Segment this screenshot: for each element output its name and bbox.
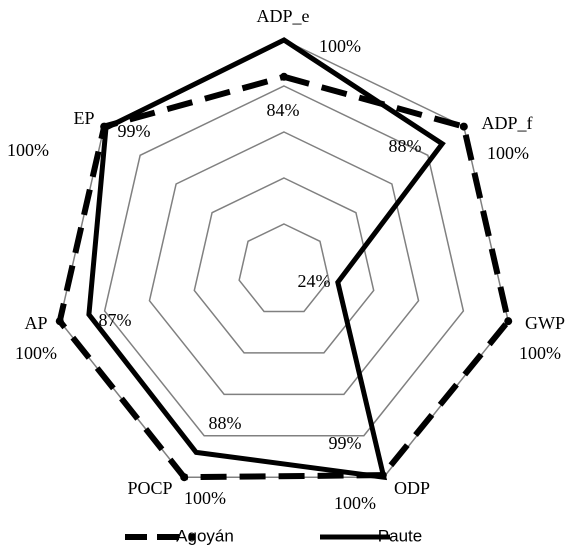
legend-label: Paute (378, 526, 422, 545)
value-label: 100% (15, 343, 57, 363)
value-label: 100% (319, 36, 361, 56)
value-label: 100% (7, 140, 49, 160)
category-label: ADP_e (257, 6, 310, 26)
grid-ring (148, 131, 420, 396)
value-label: 87% (99, 310, 132, 330)
grid-ring (238, 223, 330, 313)
value-label: 84% (267, 100, 300, 120)
point-marker (180, 473, 189, 482)
point-marker (459, 122, 468, 131)
category-label: POCP (127, 478, 172, 498)
category-label: AP (24, 313, 47, 333)
point-marker (280, 72, 288, 81)
point-marker (504, 317, 513, 326)
value-label: 88% (209, 413, 242, 433)
value-label: 99% (118, 121, 151, 141)
point-marker (55, 317, 64, 326)
value-label: 100% (334, 493, 376, 513)
category-label: ADP_f (481, 113, 532, 133)
legend-label: Agoyán (176, 526, 234, 545)
category-label: EP (73, 108, 94, 128)
value-label: 24% (298, 271, 331, 291)
grid-ring (193, 177, 375, 354)
value-label: 100% (184, 488, 226, 508)
value-label: 100% (487, 143, 529, 163)
grid-ring (103, 85, 465, 437)
series-line (56, 73, 512, 481)
category-label: GWP (525, 313, 565, 333)
value-label: 88% (389, 136, 422, 156)
value-label: 99% (329, 433, 362, 453)
value-label: 100% (519, 343, 561, 363)
category-label: ODP (394, 478, 430, 498)
series-line (86, 37, 446, 481)
